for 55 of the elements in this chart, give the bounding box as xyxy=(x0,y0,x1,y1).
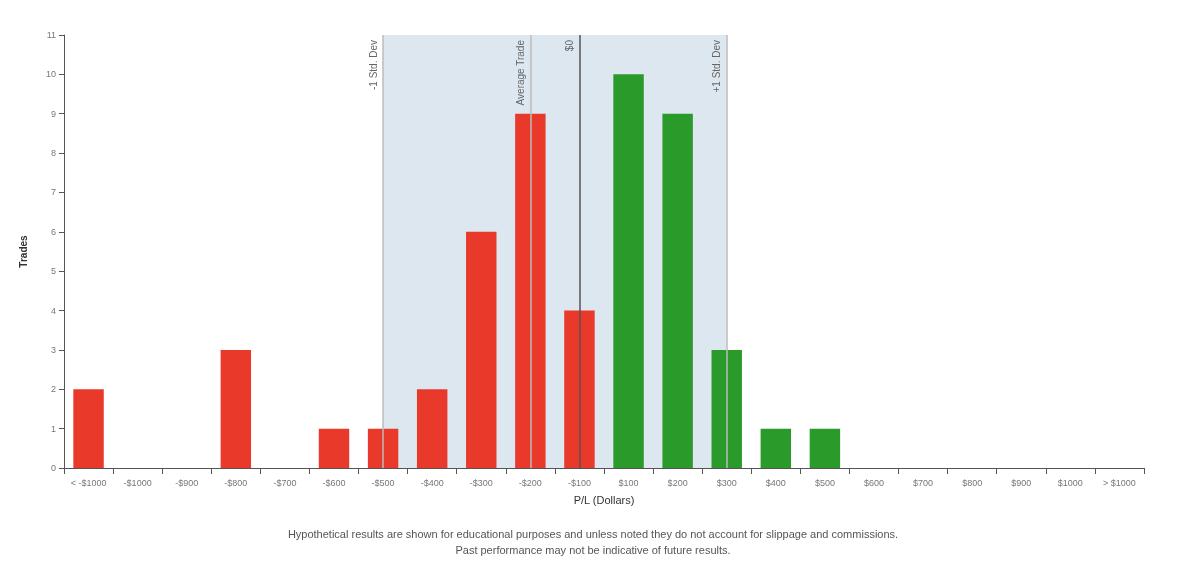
x-tick-label: -$700 xyxy=(273,477,297,488)
bar xyxy=(220,349,252,468)
bar xyxy=(73,389,104,468)
bar xyxy=(367,428,399,468)
x-tick-label: -$100 xyxy=(567,477,591,488)
bar xyxy=(466,231,497,468)
x-tick-label: -$800 xyxy=(224,477,248,488)
x-tick-label: $200 xyxy=(667,477,688,488)
bar xyxy=(809,428,841,468)
x-tick-label: $500 xyxy=(814,477,835,488)
bar xyxy=(515,113,546,468)
x-tick-label: -$900 xyxy=(175,477,199,488)
ref-line-label: $0 xyxy=(563,39,575,52)
text: Past performance may not be indicative of future results. xyxy=(455,543,731,556)
bar xyxy=(662,113,693,468)
x-tick-label: -$1000 xyxy=(123,477,152,488)
y-axis-title: Trades xyxy=(17,234,29,268)
text: Hypothetical results are shown for educational purposes and unless noted they do not account for slippage and commissions. xyxy=(287,527,899,540)
y-tick-label: 0 xyxy=(50,463,56,473)
y-tick-label: 9 xyxy=(50,108,56,119)
x-tick-label: $1000 xyxy=(1057,477,1083,488)
y-tick-label: 4 xyxy=(50,305,56,316)
bar xyxy=(416,389,448,468)
x-axis-title: P/L (Dollars) xyxy=(573,493,635,506)
bar xyxy=(711,349,742,468)
y-tick-label: 2 xyxy=(50,384,56,395)
y-tick-label: 5 xyxy=(50,266,56,277)
y-tick-label: 11 xyxy=(46,30,56,40)
ref-line-label: +1 Std. Dev xyxy=(711,40,723,93)
y-tick-label: 3 xyxy=(50,344,56,355)
bar xyxy=(564,310,595,468)
y-tick-label: 8 xyxy=(50,148,56,159)
x-tick-label: $300 xyxy=(716,477,737,488)
x-tick-label: $800 xyxy=(962,477,983,488)
bar xyxy=(613,74,644,468)
bar xyxy=(318,428,350,468)
x-tick-label: -$400 xyxy=(420,477,444,488)
x-tick-label: -$200 xyxy=(518,477,542,488)
y-tick-label: 10 xyxy=(45,69,56,80)
bar xyxy=(760,428,792,468)
x-tick-label: -$300 xyxy=(469,477,493,488)
x-tick-label: $400 xyxy=(765,477,786,488)
x-tick-label: $600 xyxy=(863,477,885,488)
y-tick-label: 6 xyxy=(50,226,56,237)
ref-line-label: -1 Std. Dev xyxy=(367,40,379,91)
x-tick-label: $900 xyxy=(1011,477,1032,488)
x-tick-label: < -$1000 xyxy=(70,477,107,488)
y-tick-label: 1 xyxy=(50,423,56,434)
x-tick-label: $700 xyxy=(913,477,934,488)
y-tick-label: 7 xyxy=(50,187,56,198)
x-tick-label: > $1000 xyxy=(1103,477,1136,488)
ref-line-label: Average Trade xyxy=(514,39,526,106)
x-tick-label: $100 xyxy=(618,477,639,488)
x-tick-label: -$500 xyxy=(371,477,395,488)
x-tick-label: -$600 xyxy=(322,477,346,488)
